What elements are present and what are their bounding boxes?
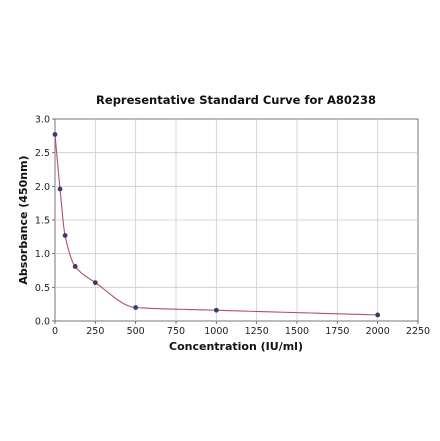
y-tick-label: 2.0 (35, 182, 50, 193)
data-point (52, 132, 58, 137)
data-point (57, 186, 63, 192)
x-tick-labels: 0 250 500 750 1000 1250 1500 1750 2000 2250 (52, 326, 430, 337)
chart-title: Representative Standard Curve for A80238 (96, 93, 376, 107)
x-tick-label: 1250 (245, 326, 269, 337)
y-tick-label: 3.0 (35, 115, 50, 126)
x-tick-label: 1500 (285, 326, 309, 337)
x-tick-label: 2000 (366, 326, 390, 337)
data-point (62, 233, 68, 238)
data-point (72, 264, 78, 269)
x-axis-label: Concentration (IU/ml) (169, 340, 303, 353)
x-tick-label: 1000 (204, 326, 228, 337)
data-point (92, 280, 98, 286)
y-tick-labels: 0.0 0.5 1.0 1.5 2.0 2.5 3.0 (35, 115, 50, 328)
axis-ticks (52, 118, 419, 324)
x-tick-label: 500 (127, 326, 145, 337)
x-tick-label: 750 (167, 326, 185, 337)
data-points (52, 132, 381, 318)
y-tick-label: 2.5 (35, 148, 50, 159)
data-point (213, 307, 219, 313)
fit-curve (54, 134, 378, 316)
y-tick-label: 1.0 (35, 249, 50, 260)
y-tick-label: 0.5 (35, 283, 50, 294)
data-point (133, 305, 139, 310)
x-tick-label: 2250 (406, 326, 430, 337)
x-tick-label: 250 (86, 326, 104, 337)
y-axis-label: Absorbance (450nm) (17, 155, 30, 284)
y-tick-label: 1.5 (35, 216, 50, 227)
y-tick-label: 0.0 (35, 317, 50, 328)
x-tick-label: 0 (52, 326, 58, 337)
gridlines (55, 119, 418, 321)
x-tick-label: 1750 (325, 326, 349, 337)
data-point (375, 312, 381, 318)
